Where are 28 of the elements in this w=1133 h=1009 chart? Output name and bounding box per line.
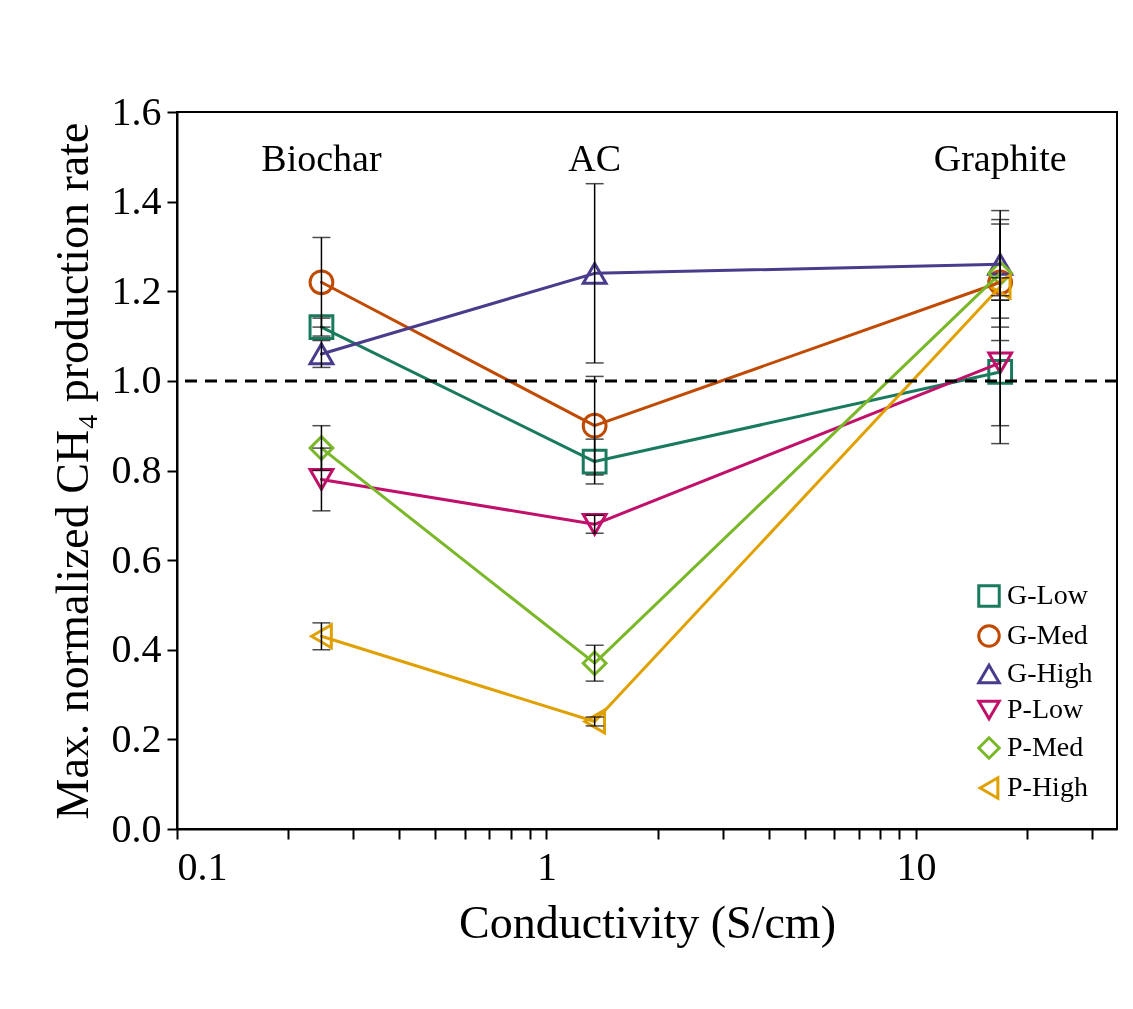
point bbox=[308, 468, 335, 491]
annotation: Biochar bbox=[261, 137, 382, 179]
point bbox=[308, 269, 335, 296]
point bbox=[987, 351, 1014, 375]
annotation: Graphite bbox=[933, 137, 1067, 179]
y-tick-label: 1.6 bbox=[111, 88, 162, 134]
y-tick-label: 1.4 bbox=[111, 178, 162, 224]
point bbox=[308, 435, 335, 461]
y-axis-title: Max. normalized CH₄ production rate bbox=[46, 122, 98, 820]
y-tick-label: 0.8 bbox=[111, 447, 162, 492]
y-tick-label: 0.2 bbox=[111, 715, 162, 761]
point bbox=[308, 342, 335, 366]
legend-label: P-Low bbox=[1007, 693, 1084, 724]
legend-label: G-Low bbox=[1007, 579, 1089, 610]
y-tick-label: 1.0 bbox=[111, 357, 162, 403]
x-tick-label: 0.1 bbox=[177, 843, 228, 889]
y-tick-label: 0.6 bbox=[111, 536, 162, 582]
annotation: AC bbox=[568, 137, 622, 179]
legend-label: P-Med bbox=[1007, 731, 1084, 762]
y-tick-label: 1.2 bbox=[111, 267, 162, 313]
legend-label: P-High bbox=[1007, 771, 1088, 802]
x-axis-title: Conductivity (S/cm) bbox=[459, 896, 836, 948]
y-tick-label: 0.4 bbox=[111, 626, 162, 672]
x-tick-label: 10 bbox=[896, 843, 937, 889]
x-tick-label: 1 bbox=[536, 843, 557, 889]
legend-label: G-Med bbox=[1007, 619, 1088, 650]
legend-label: G-High bbox=[1007, 657, 1093, 688]
y-tick-label: 0.0 bbox=[111, 805, 162, 851]
